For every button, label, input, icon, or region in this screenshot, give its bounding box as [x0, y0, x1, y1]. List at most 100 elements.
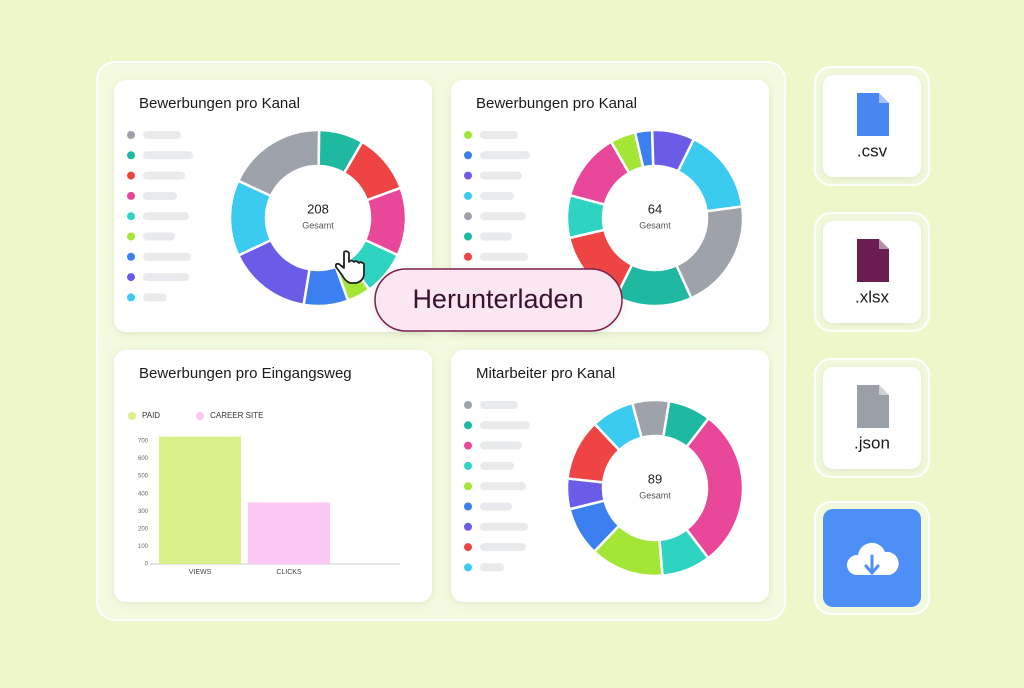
legend-dot	[464, 151, 472, 160]
export-panel: .csv .xlsx .json	[814, 66, 930, 615]
legend-placeholder	[480, 232, 512, 241]
legend-dot	[464, 502, 472, 511]
legend-label: CAREER SITE	[210, 411, 263, 420]
donut-label: Gesamt	[639, 220, 671, 230]
donut-segment	[592, 401, 644, 452]
legend-dot	[464, 482, 472, 491]
legend-placeholder	[143, 232, 175, 241]
donut-total: 89	[648, 471, 662, 486]
y-tick-label: 0	[145, 562, 149, 568]
bar	[248, 502, 330, 564]
legend-placeholder	[143, 171, 185, 180]
legend-dot	[464, 171, 472, 180]
legend-placeholder	[480, 563, 504, 572]
legend-placeholder	[480, 171, 522, 180]
legend-placeholder	[143, 293, 167, 302]
donut-segment	[228, 179, 273, 258]
file-fold	[879, 93, 889, 103]
legend-dot	[127, 171, 135, 180]
legend-placeholder	[480, 502, 512, 511]
legend-placeholder	[143, 191, 177, 200]
export-format: .csv	[857, 141, 888, 160]
file-fold	[879, 239, 889, 249]
legend-placeholder	[480, 543, 526, 552]
legend-placeholder	[480, 131, 518, 139]
file-fold	[879, 385, 889, 395]
legend-placeholder	[480, 441, 522, 450]
legend-dot	[127, 191, 135, 200]
legend-label: PAID	[142, 411, 160, 420]
cloud-download-tile[interactable]	[814, 501, 930, 615]
legend-dot	[464, 421, 472, 430]
y-tick-label: 300	[138, 509, 149, 515]
legend-dot	[196, 412, 205, 420]
chart-title: Bewerbungen pro Kanal	[476, 95, 637, 112]
file-icon	[857, 385, 889, 428]
legend-dot	[464, 401, 472, 409]
cards: Bewerbungen pro Kanal 208 Gesamt Bewerbunge…	[114, 80, 769, 602]
legend-dot	[127, 131, 135, 139]
file-icon	[857, 93, 889, 136]
y-tick-label: 600	[138, 456, 149, 462]
legend-dot	[127, 232, 135, 241]
file-icon	[857, 239, 889, 282]
legend-placeholder	[480, 421, 530, 430]
legend-dot	[464, 131, 472, 139]
legend-dot	[127, 212, 135, 221]
legend-dot	[464, 212, 472, 221]
legend-placeholder	[480, 461, 514, 470]
donut-total: 64	[648, 201, 662, 216]
chart-card: Mitarbeiter pro Kanal 89 Gesamt	[451, 350, 769, 602]
export-format: .json	[854, 433, 890, 452]
y-tick-label: 700	[138, 439, 149, 445]
legend-placeholder	[480, 522, 528, 531]
legend-placeholder	[143, 252, 191, 261]
y-tick-label: 100	[138, 544, 149, 550]
legend-dot	[464, 252, 472, 261]
download-button[interactable]: Herunterladen	[374, 268, 623, 332]
export-tile[interactable]: .xlsx	[814, 212, 930, 332]
legend-dot	[464, 522, 472, 531]
legend-dot	[464, 543, 472, 552]
chart-title: Bewerbungen pro Eingangsweg	[139, 365, 352, 382]
legend-dot	[127, 273, 135, 282]
legend-dot	[464, 461, 472, 470]
x-tick-label: VIEWS	[189, 569, 212, 576]
legend-placeholder	[143, 131, 181, 139]
chart-title: Bewerbungen pro Kanal	[139, 95, 300, 112]
export-tile[interactable]: .csv	[814, 66, 930, 186]
button-background	[374, 268, 623, 332]
y-tick-label: 500	[138, 474, 149, 480]
legend-placeholder	[480, 212, 526, 221]
donut-label: Gesamt	[639, 490, 671, 500]
cursor-hand	[334, 250, 365, 284]
legend-dot	[127, 151, 135, 160]
y-tick-label: 200	[138, 526, 149, 532]
chart-title: Mitarbeiter pro Kanal	[476, 365, 615, 382]
legend-placeholder	[480, 482, 526, 491]
bar	[159, 436, 241, 564]
donut-segment	[568, 140, 631, 207]
legend-dot	[464, 232, 472, 241]
arrow-icon	[864, 554, 880, 576]
export-format: .xlsx	[855, 287, 890, 306]
legend-placeholder	[480, 401, 518, 409]
donut-segment	[684, 416, 745, 560]
legend-placeholder	[480, 252, 528, 261]
legend-dot	[464, 441, 472, 450]
cursor	[334, 250, 365, 284]
legend-dot	[127, 293, 135, 302]
legend-placeholder	[480, 191, 514, 200]
legend-dot	[464, 191, 472, 200]
y-tick-label: 400	[138, 491, 149, 497]
x-tick-label: CLICKS	[276, 569, 302, 576]
legend-placeholder	[143, 212, 189, 221]
button-label: Herunterladen	[412, 284, 583, 314]
legend-placeholder	[143, 151, 193, 160]
donut-label: Gesamt	[302, 220, 334, 230]
legend-dot	[464, 563, 472, 572]
export-tile[interactable]: .json	[814, 358, 930, 478]
legend-placeholder	[480, 151, 530, 160]
legend-dot	[127, 252, 135, 261]
